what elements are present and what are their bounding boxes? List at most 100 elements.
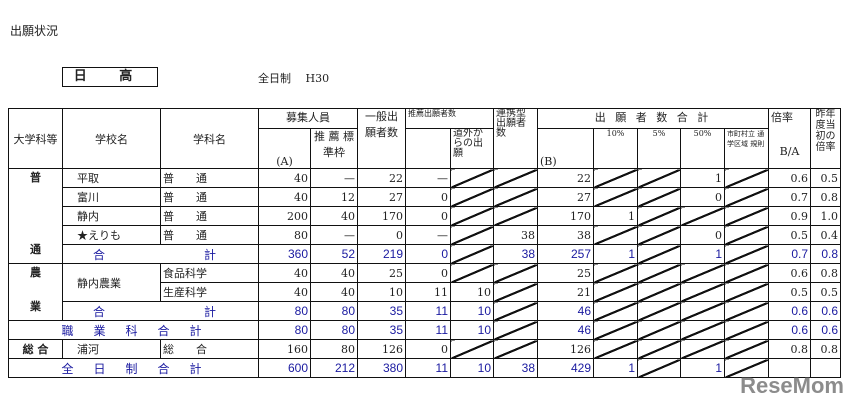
school-name: 平取	[62, 168, 161, 188]
value-cell: 257	[537, 244, 594, 264]
value-cell: 0.8	[810, 263, 841, 283]
category-top: 農	[30, 266, 41, 279]
value-cell: 12	[310, 187, 358, 207]
header-rec-blank	[405, 128, 451, 169]
slashed-cell	[493, 168, 538, 188]
region-label: 日 高	[62, 67, 158, 87]
ratio-label: 倍率	[771, 111, 793, 124]
value-cell: 40	[258, 187, 311, 207]
slashed-cell	[637, 339, 681, 359]
value-cell: 429	[537, 358, 594, 378]
table-row: 静内普 通 200 40 170 0 170 1 0.9 1.0	[9, 206, 841, 226]
slashed-cell	[493, 282, 538, 302]
table-row: 職 業 科 合 計 80 80 35 11 10 46 0.6 0.6	[8, 320, 841, 340]
slashed-cell	[724, 339, 769, 359]
total-label: 合計	[62, 301, 259, 321]
slashed-cell	[724, 263, 769, 283]
value-cell: 200	[258, 206, 311, 226]
applications-table: 大学科等 学校名 学科名 募集人員 一般出 願者数 推薦出願者数 連携型 出願者…	[8, 108, 841, 378]
slashed-cell	[724, 225, 769, 245]
watermark-logo: ReseMom	[740, 373, 844, 398]
school-name: 静内	[62, 206, 161, 226]
department-name: 普 通	[160, 168, 259, 188]
total-label-a: 合	[93, 247, 106, 262]
header-total: 出 願 者 数 合 計	[537, 108, 769, 129]
slashed-cell	[680, 320, 725, 340]
slashed-cell	[680, 339, 725, 359]
slashed-cell	[637, 301, 681, 321]
header-capacity: 募集人員	[258, 108, 358, 129]
value-cell: 10	[357, 282, 406, 302]
value-cell: 1.0	[810, 206, 841, 226]
table-row: 富川普 通 40 12 27 0 27 0 0.7 0.8	[9, 187, 841, 207]
value-cell: 0	[405, 187, 451, 207]
value-cell: 0.6	[768, 263, 811, 283]
value-cell: 0.6	[810, 301, 841, 321]
value-cell: 1	[593, 206, 638, 226]
value-cell: 170	[537, 206, 594, 226]
value-cell: 0.5	[810, 282, 841, 302]
value-cell: —	[405, 225, 451, 245]
header-p5: 5%	[637, 128, 681, 169]
slashed-cell	[724, 301, 769, 321]
value-cell: 40	[258, 168, 311, 188]
table-row: 合計 80 80 35 11 10 46 0.6 0.6	[9, 301, 841, 321]
value-cell: 0.7	[768, 244, 811, 264]
header-outside: 道外か らの出 願	[450, 128, 494, 169]
header-dept: 学科名	[160, 108, 259, 169]
header-total-b: (B)	[537, 128, 594, 169]
table-row: 生産科学 40 40 10 11 10 21 0.5 0.5	[9, 282, 841, 302]
slashed-cell	[637, 358, 681, 378]
total-label-b: 計	[203, 247, 216, 262]
value-cell: 22	[357, 168, 406, 188]
value-cell: 212	[310, 358, 358, 378]
value-cell: 0.6	[768, 301, 811, 321]
slashed-cell	[680, 206, 725, 226]
value-cell: 0.5	[768, 225, 811, 245]
value-cell: 0.8	[810, 244, 841, 264]
slashed-cell	[637, 320, 681, 340]
slashed-cell	[637, 244, 681, 264]
school-name: ★えりも	[62, 225, 161, 245]
value-cell: 0.6	[768, 320, 811, 340]
slashed-cell	[593, 187, 638, 207]
value-cell: 80	[310, 339, 358, 359]
value-cell: 40	[310, 282, 358, 302]
value-cell: 80	[258, 225, 311, 245]
value-cell: 38	[493, 225, 538, 245]
slashed-cell	[724, 282, 769, 302]
value-cell: 40	[310, 263, 358, 283]
value-cell: 0.8	[768, 339, 811, 359]
slashed-cell	[493, 301, 538, 321]
slashed-cell	[493, 206, 538, 226]
header-cap-a: (A)	[258, 128, 311, 169]
slashed-cell	[450, 187, 494, 207]
table-row: 総 合浦河総 合 160 80 126 0 126 0.8 0.8	[8, 339, 841, 359]
value-cell: 25	[537, 263, 594, 283]
value-cell: 80	[310, 320, 358, 340]
value-cell: 38	[493, 244, 538, 264]
value-cell: 46	[537, 301, 594, 321]
value-cell: 1	[680, 244, 725, 264]
school-name: 浦河	[62, 339, 161, 359]
value-cell: —	[310, 168, 358, 188]
value-cell: 0.5	[810, 168, 841, 188]
value-cell: 1	[593, 244, 638, 264]
value-cell: 46	[537, 320, 594, 340]
total-label-a: 合	[93, 304, 106, 319]
value-cell: 360	[258, 244, 311, 264]
slashed-cell	[450, 168, 494, 188]
table-row: 農業静内農業 食品科学 40 40 25 0 25 0.6 0.8	[8, 263, 841, 321]
value-cell: 1	[680, 168, 725, 188]
value-cell: 600	[258, 358, 311, 378]
value-cell: 0	[405, 206, 451, 226]
slashed-cell	[493, 263, 538, 283]
value-cell: 0.8	[810, 339, 841, 359]
slashed-cell	[637, 263, 681, 283]
table-row: 全 日 制 合 計 600 212 380 11 10 38 429 1 1	[8, 358, 841, 378]
value-cell: 52	[310, 244, 358, 264]
department-name: 食品科学	[160, 263, 259, 283]
slashed-cell	[724, 168, 769, 188]
value-cell: 11	[405, 358, 451, 378]
value-cell: 0.8	[810, 187, 841, 207]
